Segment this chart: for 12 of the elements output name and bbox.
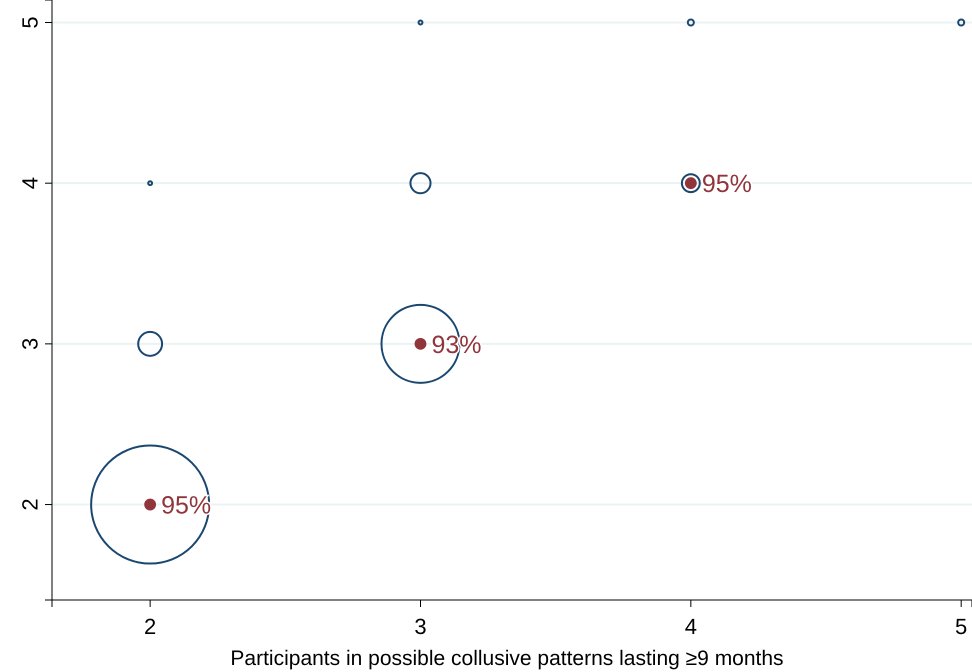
x-tick-label: 4 [684,614,697,640]
point [144,498,156,510]
y-tick-label: 4 [18,177,43,190]
y-tick-label: 3 [18,338,43,350]
y-tick-label: 2 [18,498,43,511]
x-axis-title: Participants in possible collusive patterns lasting ≥9 months [230,647,784,670]
x-tick-label: 5 [955,614,968,640]
annotation: 95% [702,170,752,198]
x-tick-label: 3 [414,614,427,640]
y-tick-label: 5 [18,16,43,29]
point [414,338,426,350]
x-tick-label: 2 [144,614,156,640]
